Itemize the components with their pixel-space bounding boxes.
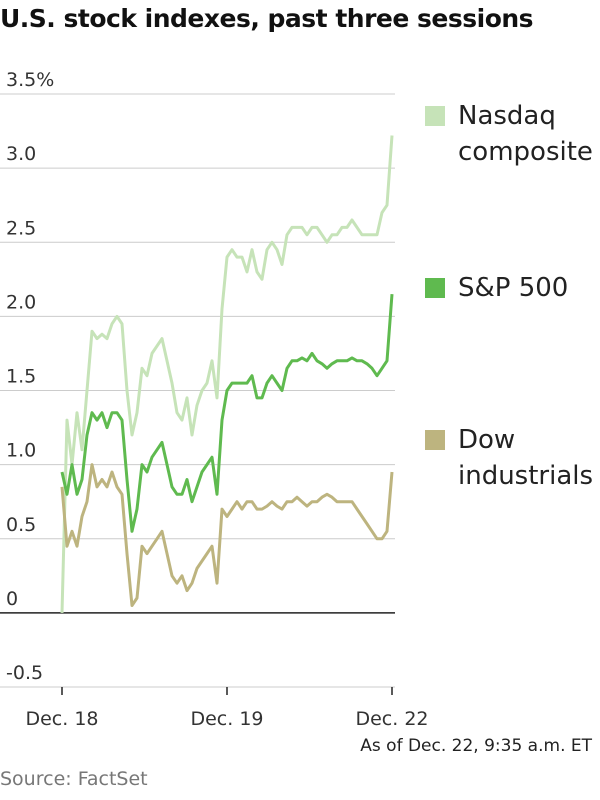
legend-swatch <box>425 106 445 126</box>
y-tick-label: 1.5 <box>6 366 36 388</box>
source: Source: FactSet <box>0 768 148 790</box>
y-tick-label: 2.0 <box>6 291 36 313</box>
y-tick-label: -0.5 <box>6 662 43 684</box>
legend-swatch <box>425 430 445 450</box>
x-tick-label: Dec. 19 <box>190 708 263 730</box>
y-tick-label: 3.5% <box>6 69 54 91</box>
y-tick-label: 0 <box>6 588 18 610</box>
y-tick-label: 3.0 <box>6 143 36 165</box>
x-tick-label: Dec. 22 <box>355 708 428 730</box>
legend-label: S&P 500 <box>458 273 569 303</box>
series-line <box>60 463 394 607</box>
legend-label: Nasdaq composite <box>458 101 593 167</box>
y-tick-label: 2.5 <box>6 217 36 239</box>
legend-label: Dow industrials <box>458 425 594 491</box>
x-tick-label: Dec. 18 <box>25 708 98 730</box>
note: As of Dec. 22, 9:35 a.m. ET <box>360 736 592 756</box>
legend-swatch <box>425 278 445 298</box>
chart-title: U.S. stock indexes, past three sessions <box>0 4 534 33</box>
series-line <box>60 135 394 613</box>
y-tick-label: 1.0 <box>6 440 36 462</box>
series-line <box>60 293 394 533</box>
y-tick-label: 0.5 <box>6 514 36 536</box>
